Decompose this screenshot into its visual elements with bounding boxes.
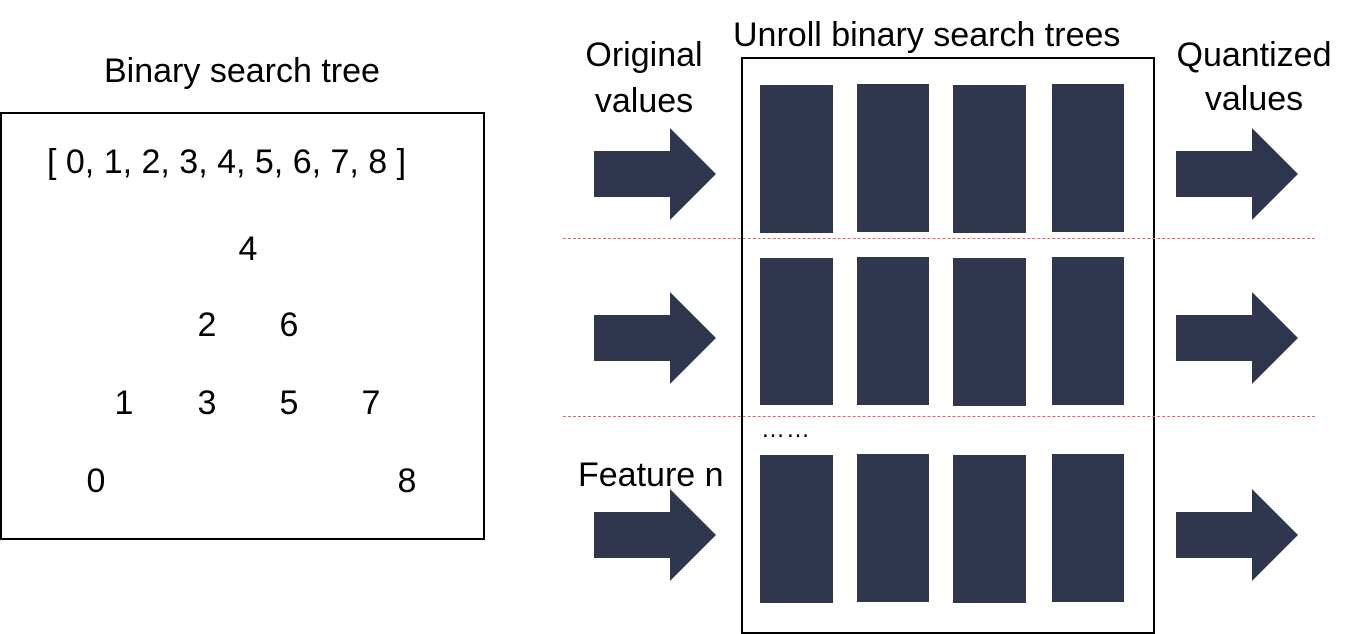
tree-block [953,455,1026,603]
bst-box [0,112,485,540]
tree-block [857,454,929,602]
tree-block [857,84,929,232]
tree-node: 6 [279,306,299,344]
tree-node: 2 [197,306,217,344]
unroll-box [741,57,1155,634]
tree-node: 7 [361,384,381,422]
row-separator [563,416,1315,417]
input-arrow-icon [594,128,716,220]
tree-node: 3 [197,384,217,422]
bst-title: Binary search tree [104,52,380,90]
tree-block [760,455,833,603]
tree-block [953,258,1026,406]
tree-block [1052,257,1124,405]
feature-n-label: Feature n [578,458,724,492]
tree-block [760,85,833,233]
tree-node: 1 [114,384,134,422]
input-arrow-icon [594,292,716,384]
output-arrow-icon [1176,489,1298,581]
tree-node: 5 [279,384,299,422]
tree-block [760,258,833,405]
original-values-label-line2: values [594,82,694,120]
input-arrow-icon [594,489,716,581]
tree-node: 4 [238,230,258,268]
original-values-label-line1: Original [585,36,703,74]
output-arrow-icon [1176,292,1298,384]
tree-block [1052,84,1124,232]
tree-block [953,85,1026,233]
output-arrow-icon [1176,128,1298,220]
row-separator [563,238,1315,239]
tree-block [1052,454,1124,602]
quantized-values-label-line2: values [1204,80,1304,118]
tree-node: 8 [397,462,417,500]
tree-node: 0 [86,462,106,500]
quantized-values-label-line1: Quantized [1176,36,1332,74]
ellipsis-label: …… [761,416,811,443]
tree-block [857,257,929,405]
bst-array-label: [ 0, 1, 2, 3, 4, 5, 6, 7, 8 ] [47,143,407,181]
unroll-title: Unroll binary search trees [733,16,1121,54]
